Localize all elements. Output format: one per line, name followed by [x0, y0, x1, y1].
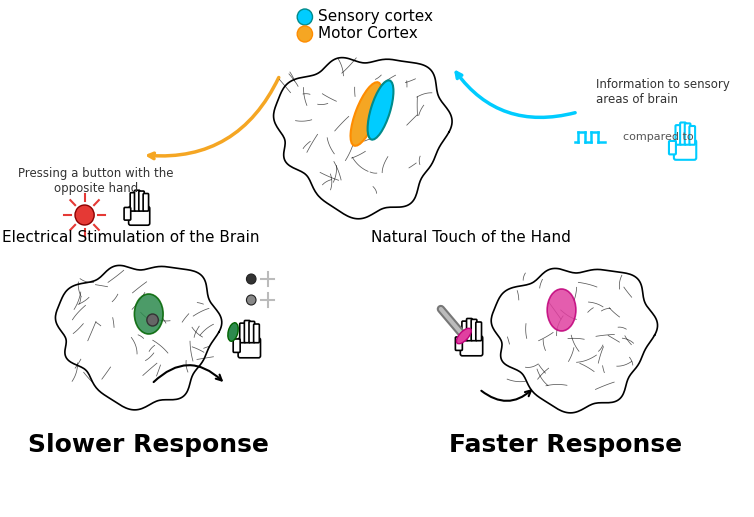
FancyBboxPatch shape	[233, 339, 241, 353]
Circle shape	[247, 274, 256, 284]
Circle shape	[147, 314, 158, 326]
FancyBboxPatch shape	[462, 321, 467, 341]
Ellipse shape	[134, 294, 163, 334]
Text: Natural Touch of the Hand: Natural Touch of the Hand	[371, 230, 571, 245]
Ellipse shape	[368, 80, 394, 140]
FancyBboxPatch shape	[455, 337, 462, 351]
FancyBboxPatch shape	[676, 125, 681, 145]
Text: Electrical Stimulation of the Brain: Electrical Stimulation of the Brain	[2, 230, 259, 245]
Circle shape	[75, 205, 94, 225]
FancyBboxPatch shape	[467, 318, 472, 341]
FancyBboxPatch shape	[680, 123, 686, 145]
Text: Information to sensory
areas of brain: Information to sensory areas of brain	[596, 78, 730, 106]
FancyBboxPatch shape	[240, 323, 246, 343]
Ellipse shape	[547, 289, 576, 331]
FancyBboxPatch shape	[129, 206, 150, 225]
FancyBboxPatch shape	[244, 321, 250, 343]
Polygon shape	[56, 265, 222, 410]
FancyBboxPatch shape	[685, 124, 691, 145]
FancyBboxPatch shape	[669, 141, 676, 155]
Circle shape	[297, 9, 312, 25]
Text: Faster Response: Faster Response	[449, 433, 682, 457]
FancyBboxPatch shape	[130, 193, 136, 211]
FancyBboxPatch shape	[134, 190, 140, 211]
Text: Motor Cortex: Motor Cortex	[318, 26, 418, 41]
FancyBboxPatch shape	[689, 126, 695, 145]
FancyBboxPatch shape	[674, 140, 696, 160]
FancyBboxPatch shape	[471, 320, 477, 341]
FancyBboxPatch shape	[476, 322, 482, 341]
Ellipse shape	[456, 328, 471, 344]
Text: compared to: compared to	[623, 132, 694, 142]
FancyBboxPatch shape	[143, 193, 149, 211]
FancyBboxPatch shape	[249, 322, 255, 343]
Polygon shape	[274, 57, 452, 219]
Text: Pressing a button with the
opposite hand: Pressing a button with the opposite hand	[18, 167, 174, 195]
FancyBboxPatch shape	[139, 191, 144, 211]
Circle shape	[247, 295, 256, 305]
FancyBboxPatch shape	[461, 336, 483, 356]
FancyBboxPatch shape	[124, 207, 130, 220]
Circle shape	[297, 26, 312, 42]
Polygon shape	[491, 268, 657, 413]
FancyBboxPatch shape	[253, 324, 259, 343]
Text: Sensory cortex: Sensory cortex	[318, 9, 434, 24]
Ellipse shape	[228, 323, 238, 341]
Text: Slower Response: Slower Response	[29, 433, 269, 457]
Ellipse shape	[351, 82, 382, 146]
FancyBboxPatch shape	[238, 338, 260, 358]
